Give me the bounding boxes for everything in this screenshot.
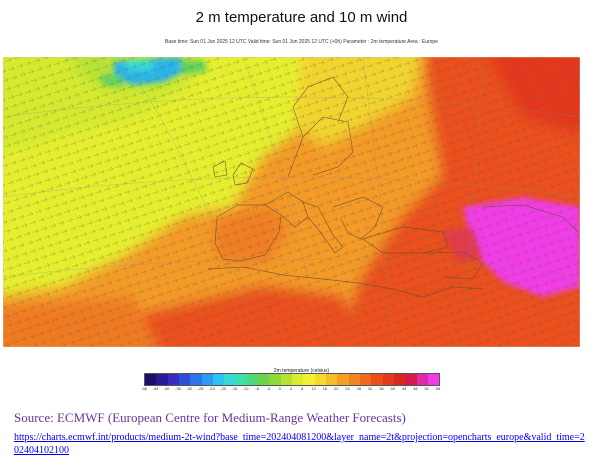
- source-link[interactable]: https://charts.ecmwf.int/products/medium…: [14, 432, 585, 456]
- colorbar-tick-label: -28: [197, 386, 204, 391]
- colorbar-swatch: [371, 374, 383, 385]
- colorbar-tick-label: 44: [401, 386, 407, 391]
- colorbar-swatch: [269, 374, 281, 385]
- colorbar-swatch: [235, 374, 247, 385]
- colorbar-swatch: [314, 374, 326, 385]
- colorbar-swatch: [348, 374, 360, 385]
- colorbar-swatch: [212, 374, 225, 385]
- graticule: [3, 57, 580, 347]
- colorbar-tick-label: 48: [413, 386, 418, 391]
- colorbar-swatch: [337, 374, 349, 385]
- wind-vectors: [3, 57, 580, 347]
- temperature-wind-map: [3, 57, 580, 347]
- colorbar-swatch: [258, 374, 270, 385]
- colorbar-swatch: [416, 374, 428, 385]
- colorbar-swatch: [393, 374, 406, 385]
- colorbar-tick-label: -36: [175, 386, 181, 391]
- map-subtitle: Base time: Sun 01 Jun 2025 12 UTC Valid …: [165, 39, 438, 45]
- colorbar-tick-label: 16: [322, 386, 328, 391]
- colorbar-tick-label: 56: [435, 386, 441, 391]
- colorbar-swatch: [359, 374, 372, 385]
- map-title: 2 m temperature and 10 m wind: [195, 9, 408, 26]
- colorbar-tick-label: 24: [345, 386, 350, 391]
- colorbar-tick-label: -24: [208, 386, 215, 391]
- colorbar-swatch: [405, 374, 417, 385]
- colorbar-tick-label: 20: [333, 386, 339, 391]
- colorbar: [144, 373, 440, 386]
- colorbar-tick-label: 12: [311, 386, 316, 391]
- coastlines: [207, 76, 579, 298]
- colorbar-tick-label: 52: [424, 386, 429, 391]
- colorbar-swatch: [156, 374, 168, 385]
- colorbar-swatch: [280, 374, 293, 385]
- colorbar-tick-label: 8: [301, 386, 304, 391]
- colorbar-tick-label: -44: [152, 386, 159, 391]
- colorbar-swatch: [145, 374, 157, 385]
- colorbar-swatch: [246, 374, 259, 385]
- colorbar-tick-label: -40: [163, 386, 170, 391]
- colorbar-tick-label: 32: [367, 386, 373, 391]
- colorbar-tick-label: -48: [141, 386, 147, 391]
- colorbar-tick-label: -32: [186, 386, 193, 391]
- colorbar-swatch: [178, 374, 191, 385]
- colorbar-tick-label: 40: [390, 386, 395, 391]
- colorbar-tick-label: -16: [231, 386, 238, 391]
- colorbar-tick-label: 28: [356, 386, 362, 391]
- colorbar-swatch: [292, 374, 304, 385]
- colorbar-tick-label: 0: [278, 386, 281, 391]
- source-citation: Source: ECMWF (European Centre for Mediu…: [14, 410, 406, 425]
- colorbar-swatch: [382, 374, 394, 385]
- colorbar-swatch: [167, 374, 179, 385]
- colorbar-ticks: -48 -44 -40 -36 -32 -28 -24 -20 -16 -12 -8 -4 0 4 8 12 1…: [141, 386, 443, 393]
- colorbar-tick-label: 4: [289, 386, 293, 391]
- colorbar-swatch: [303, 374, 315, 385]
- colorbar-tick-label: -12: [242, 386, 249, 391]
- colorbar-swatch: [201, 374, 213, 385]
- colorbar-swatch: [190, 374, 202, 385]
- colorbar-swatch: [224, 374, 236, 385]
- colorbar-swatch: [427, 374, 440, 385]
- colorbar-title: 2m temperature (celsius): [273, 368, 330, 374]
- colorbar-swatch: [326, 374, 338, 385]
- colorbar-tick-label: -8: [255, 386, 259, 391]
- colorbar-tick-label: -20: [220, 386, 227, 391]
- colorbar-tick-label: 36: [379, 386, 384, 391]
- colorbar-tick-label: -4: [266, 386, 271, 391]
